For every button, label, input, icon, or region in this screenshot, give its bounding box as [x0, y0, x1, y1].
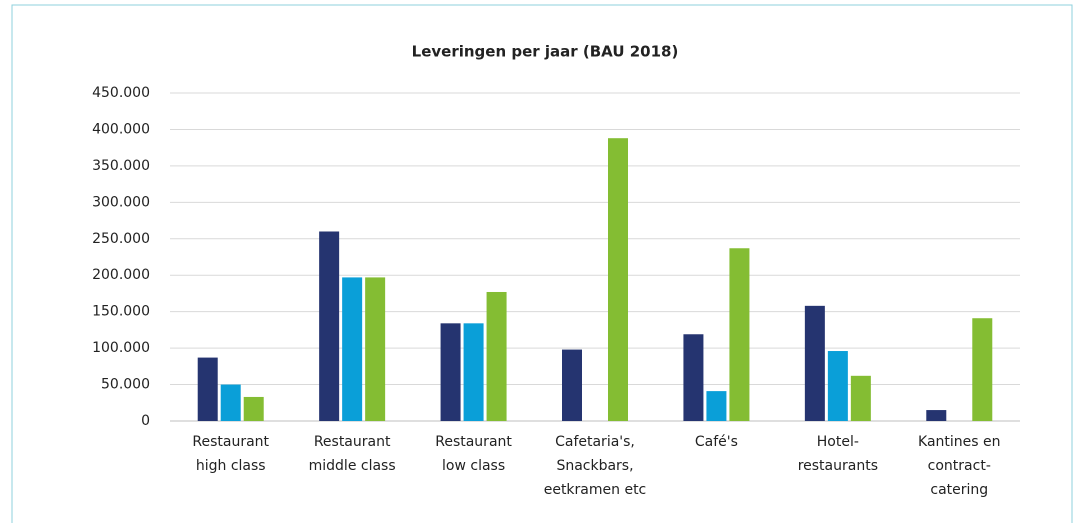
bar	[243, 396, 264, 421]
frame	[11, 4, 1073, 523]
x-tick-label: Kantines en	[918, 434, 1000, 450]
x-tick-label: eetkramen etc	[544, 482, 647, 498]
x-tick-label: middle class	[309, 458, 396, 474]
bar	[220, 384, 241, 421]
y-tick-label: 400.000	[92, 121, 150, 137]
bar	[342, 277, 363, 421]
bar	[463, 323, 484, 421]
y-tick-label: 50.000	[101, 377, 150, 393]
y-tick-label: 450.000	[92, 85, 150, 101]
bar	[197, 357, 218, 421]
bar	[440, 323, 461, 421]
x-tick-label: restaurants	[798, 458, 878, 474]
x-tick-label: Cafetaria's,	[555, 434, 635, 450]
bar	[850, 375, 871, 421]
bar	[365, 277, 386, 421]
x-tick-label: high class	[196, 458, 266, 474]
y-tick-label: 300.000	[92, 194, 150, 210]
x-tick-label: Restaurant	[192, 434, 269, 450]
bar	[486, 291, 507, 421]
bar	[319, 231, 340, 421]
bar	[827, 351, 848, 421]
x-tick-label: low class	[442, 458, 505, 474]
x-tick-label: Snackbars,	[556, 458, 633, 474]
y-tick-label: 100.000	[92, 340, 150, 356]
y-tick-label: 200.000	[92, 267, 150, 283]
bar	[926, 410, 947, 421]
y-tick-label: 250.000	[92, 231, 150, 247]
chart-title: Leveringen per jaar (BAU 2018)	[412, 43, 679, 61]
y-tick-label: 0	[141, 413, 150, 429]
x-tick-label: Restaurant	[435, 434, 512, 450]
bar	[972, 318, 993, 421]
x-tick-label: contract-	[928, 458, 991, 474]
x-tick-label: catering	[930, 482, 988, 498]
bar	[562, 349, 582, 421]
bar	[804, 305, 825, 421]
bar	[729, 248, 750, 421]
x-tick-label: Café's	[695, 434, 738, 450]
x-tick-label: Hotel-	[817, 434, 859, 450]
bar	[706, 391, 727, 421]
x-tick-label: Restaurant	[314, 434, 391, 450]
y-tick-label: 350.000	[92, 158, 150, 174]
y-tick-label: 150.000	[92, 304, 150, 320]
bar	[608, 138, 628, 422]
bar	[683, 334, 704, 421]
